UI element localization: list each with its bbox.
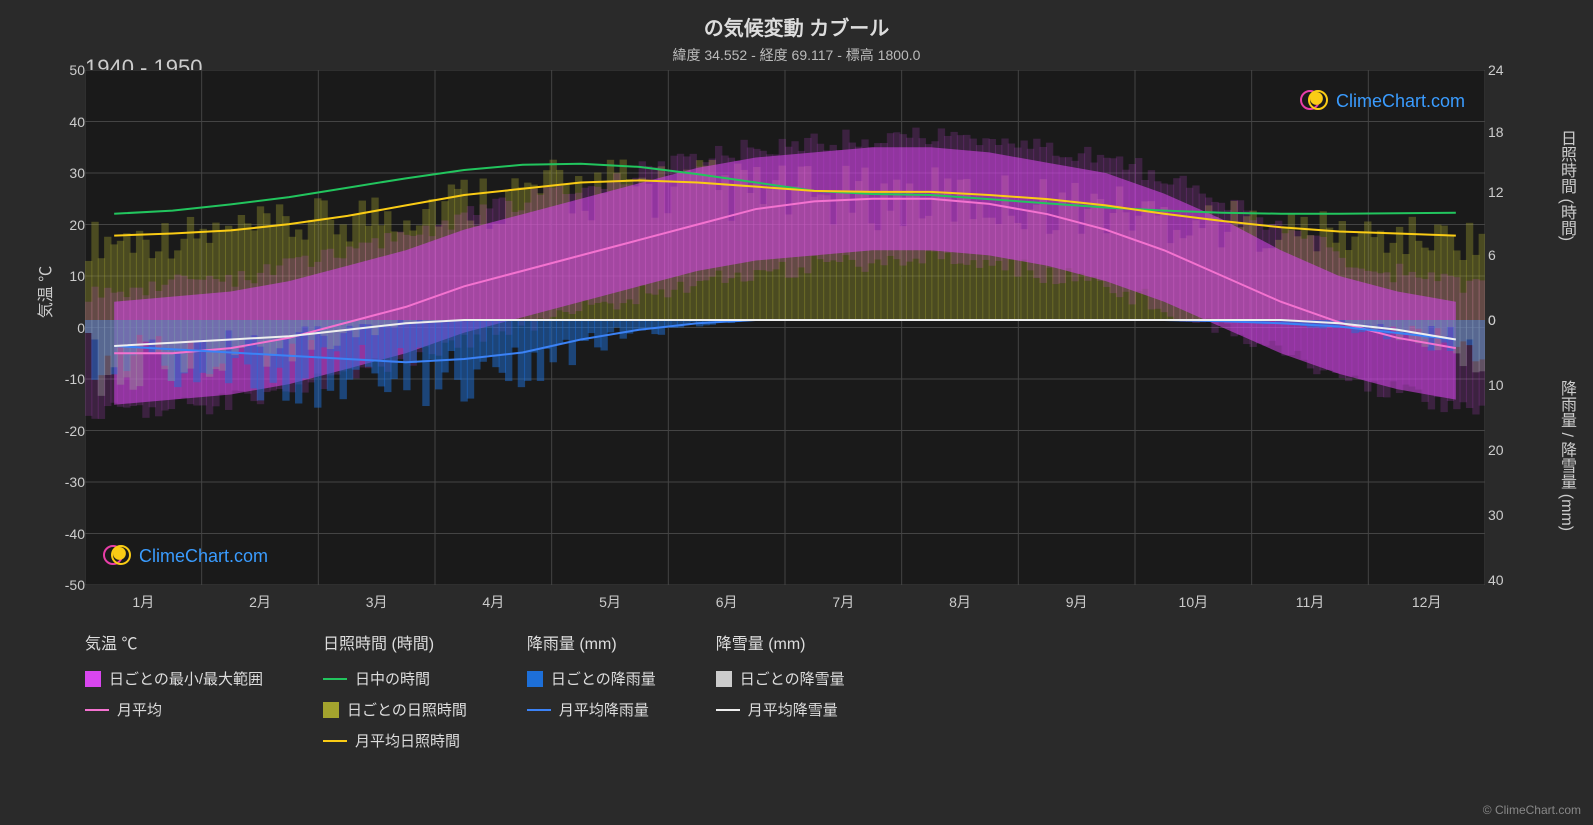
legend-item: 日ごとの最小/最大範囲 — [85, 668, 263, 689]
y-left-tick: -50 — [45, 577, 85, 593]
legend-col-rain: 降雨量 (mm) 日ごとの降雨量月平均降雨量 — [527, 630, 656, 751]
brand-text: ClimeChart.com — [139, 546, 268, 567]
legend-header: 降雪量 (mm) — [716, 630, 845, 654]
legend-item: 月平均降雪量 — [716, 699, 845, 720]
climate-chart-container: の気候変動 カブール 緯度 34.552 - 経度 69.117 - 標高 18… — [0, 0, 1593, 825]
legend-swatch — [323, 740, 347, 742]
legend-swatch — [716, 709, 740, 711]
legend-label: 日ごとの日照時間 — [347, 699, 467, 720]
legend-item: 日ごとの降雪量 — [716, 668, 845, 689]
legend-swatch — [527, 709, 551, 711]
legend-item: 月平均降雨量 — [527, 699, 656, 720]
y-right-tick-precip: 20 — [1488, 442, 1504, 458]
y-right-axis-label-precip: 降雨量 / 降雪量 (mm) — [1554, 380, 1578, 531]
legend-swatch — [527, 671, 543, 687]
legend-item: 日ごとの降雨量 — [527, 668, 656, 689]
y-left-tick: 40 — [45, 114, 85, 130]
copyright-watermark: © ClimeChart.com — [1483, 803, 1581, 817]
y-left-tick: 50 — [45, 62, 85, 78]
y-left-tick: 10 — [45, 268, 85, 284]
climechart-logo-icon — [1300, 90, 1330, 112]
legend-label: 日ごとの降雨量 — [551, 668, 656, 689]
legend-col-sunshine: 日照時間 (時間) 日中の時間日ごとの日照時間月平均日照時間 — [323, 630, 467, 751]
y-left-tick: 0 — [45, 320, 85, 336]
legend-label: 日ごとの降雪量 — [740, 668, 845, 689]
x-tick-month: 4月 — [482, 592, 504, 612]
legend-col-snow: 降雪量 (mm) 日ごとの降雪量月平均降雪量 — [716, 630, 845, 751]
y-left-tick: -40 — [45, 526, 85, 542]
legend-label: 日中の時間 — [355, 668, 430, 689]
y-right-axis-label-sunshine: 日照時間 (時間) — [1554, 130, 1578, 241]
y-right-tick-precip: 30 — [1488, 507, 1504, 523]
legend-item: 月平均 — [85, 699, 263, 720]
chart-plot-area: ClimeChart.com ClimeChart.com — [85, 70, 1485, 585]
legend-label: 月平均日照時間 — [355, 730, 460, 751]
legend-label: 日ごとの最小/最大範囲 — [109, 668, 263, 689]
y-left-tick: 20 — [45, 217, 85, 233]
y-left-tick: -20 — [45, 423, 85, 439]
x-tick-month: 11月 — [1296, 592, 1325, 612]
legend-label: 月平均降雨量 — [559, 699, 649, 720]
x-tick-month: 1月 — [132, 592, 154, 612]
y-right-tick-precip: 10 — [1488, 377, 1504, 393]
y-left-tick: -30 — [45, 474, 85, 490]
legend-item: 日ごとの日照時間 — [323, 699, 467, 720]
y-right-tick-precip: 0 — [1488, 312, 1496, 328]
legend-swatch — [323, 702, 339, 718]
legend-swatch — [85, 709, 109, 711]
chart-svg — [85, 70, 1485, 585]
x-tick-month: 6月 — [716, 592, 738, 612]
climechart-logo-icon — [103, 545, 133, 567]
legend-swatch — [716, 671, 732, 687]
x-tick-month: 5月 — [599, 592, 621, 612]
legend-header: 降雨量 (mm) — [527, 630, 656, 654]
legend-col-temperature: 気温 ℃ 日ごとの最小/最大範囲月平均 — [85, 630, 263, 751]
x-tick-month: 7月 — [832, 592, 854, 612]
chart-title: の気候変動 カブール — [0, 0, 1593, 41]
y-left-ticks: 50403020100-10-20-30-40-50 — [45, 70, 85, 585]
legend-label: 月平均降雪量 — [748, 699, 838, 720]
legend: 気温 ℃ 日ごとの最小/最大範囲月平均 日照時間 (時間) 日中の時間日ごとの日照時… — [85, 630, 1485, 751]
brand-text: ClimeChart.com — [1336, 91, 1465, 112]
legend-label: 月平均 — [117, 699, 162, 720]
brand-watermark-bottom: ClimeChart.com — [103, 545, 268, 567]
x-tick-month: 2月 — [249, 592, 271, 612]
chart-subtitle: 緯度 34.552 - 経度 69.117 - 標高 1800.0 — [0, 45, 1593, 65]
y-right-ticks-precip: 0 10 20 30 40 — [1488, 70, 1523, 585]
y-right-tick-precip: 40 — [1488, 572, 1504, 588]
x-tick-month: 3月 — [366, 592, 388, 612]
legend-header: 気温 ℃ — [85, 630, 263, 654]
x-tick-month: 9月 — [1066, 592, 1088, 612]
y-left-tick: 30 — [45, 165, 85, 181]
legend-item: 月平均日照時間 — [323, 730, 467, 751]
legend-swatch — [323, 678, 347, 680]
legend-item: 日中の時間 — [323, 668, 467, 689]
legend-swatch — [85, 671, 101, 687]
y-left-tick: -10 — [45, 371, 85, 387]
legend-header: 日照時間 (時間) — [323, 630, 467, 654]
x-tick-month: 12月 — [1412, 592, 1442, 612]
brand-watermark-top: ClimeChart.com — [1300, 90, 1465, 112]
x-tick-month: 10月 — [1179, 592, 1209, 612]
x-tick-month: 8月 — [949, 592, 971, 612]
